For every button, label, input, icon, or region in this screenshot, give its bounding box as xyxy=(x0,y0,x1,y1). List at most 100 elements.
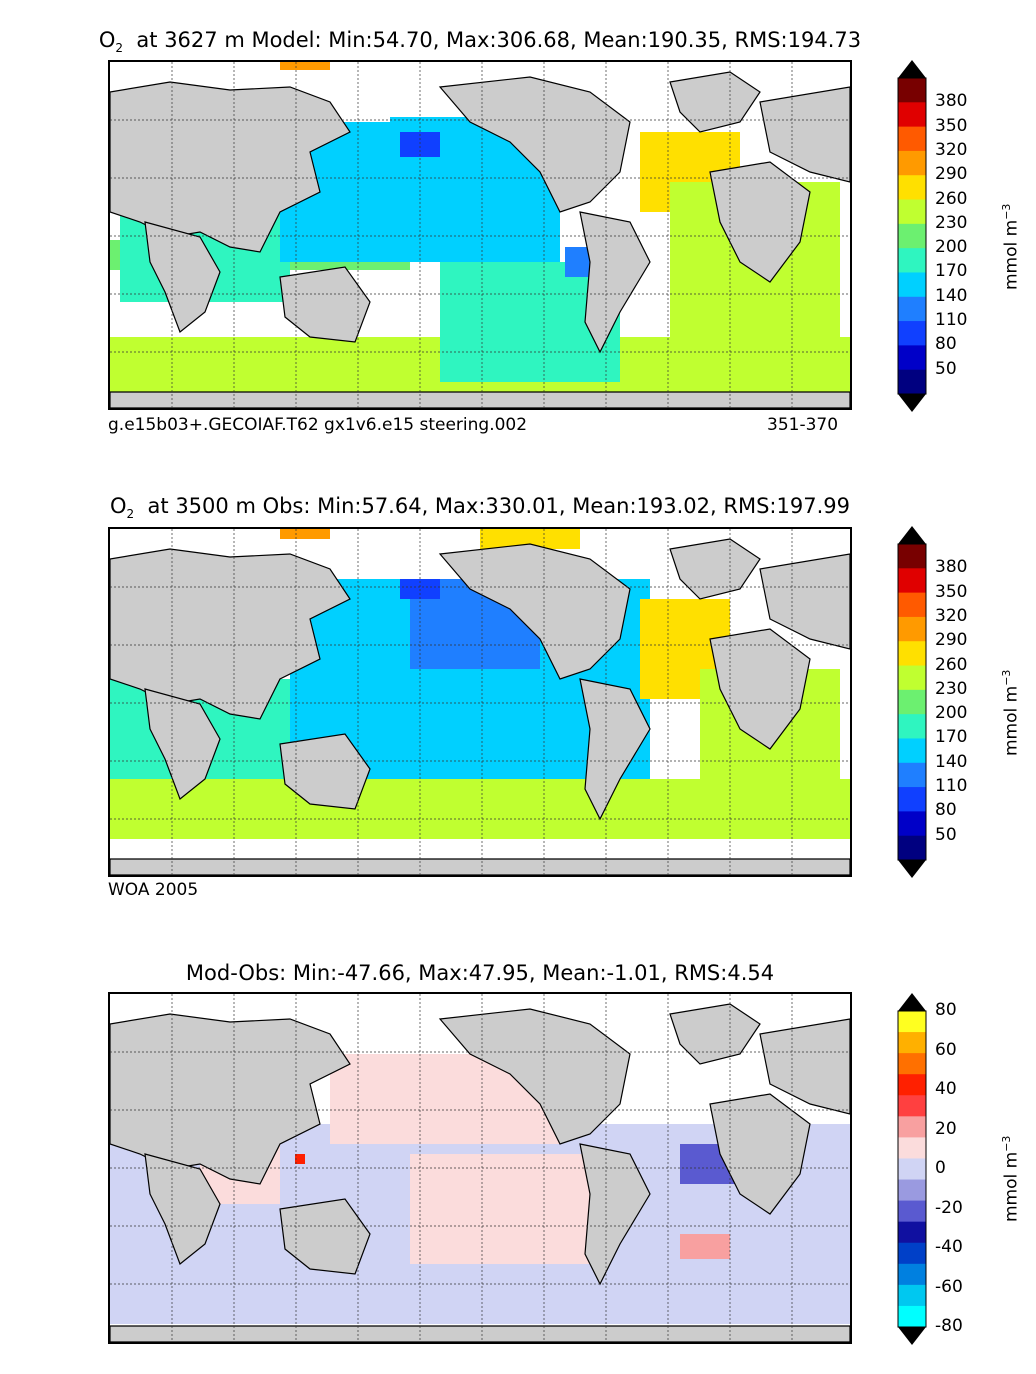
colorbar-tick-label: 50 xyxy=(935,358,957,379)
colorbar-segment xyxy=(898,665,926,691)
panel1-footer-left: g.e15b03+.GECOIAF.T62 gx1v6.e15 steering… xyxy=(108,415,528,435)
colorbar-tick-label: 80 xyxy=(935,800,957,821)
panel3-title: Mod-Obs: Min:-47.66, Max:47.95, Mean:-1.… xyxy=(185,961,775,985)
colorbar-segment xyxy=(898,1179,926,1202)
colorbar-segment xyxy=(898,714,926,739)
colorbar-segment xyxy=(898,689,926,715)
colorbar-tick-label: 350 xyxy=(935,581,968,602)
colorbar-tick-label: 290 xyxy=(935,630,968,651)
colorbar-segment xyxy=(898,126,926,152)
panel2-colorbar-svg xyxy=(897,526,927,878)
colorbar-segment xyxy=(898,1263,926,1286)
colorbar-segment xyxy=(898,296,926,322)
panel3-map xyxy=(108,992,852,1344)
colorbar-tick-label: 230 xyxy=(935,212,968,233)
panel3-colorbar-svg xyxy=(897,993,927,1345)
colorbar-segment xyxy=(898,1158,926,1181)
colorbar-tick-label: 40 xyxy=(935,1079,957,1099)
colorbar-segment xyxy=(898,1011,926,1033)
colorbar-segment xyxy=(898,78,926,103)
colorbar-tick-label: 60 xyxy=(935,1039,957,1060)
map-gridlines xyxy=(110,529,850,875)
panel2-footer-left: WOA 2005 xyxy=(108,880,199,900)
colorbar-tick-label: -40 xyxy=(935,1237,963,1257)
colorbar-extend-min xyxy=(898,1327,926,1345)
colorbar-segment xyxy=(898,1053,926,1075)
australia-land xyxy=(279,266,371,343)
colorbar-tick-label: 80 xyxy=(935,334,957,355)
colorbar-segment xyxy=(898,1242,926,1265)
colorbar-tick-label: 200 xyxy=(935,703,968,724)
panel1-colorbar xyxy=(897,60,927,416)
colorbar-segment xyxy=(898,1032,926,1054)
colorbar-tick-label: 110 xyxy=(935,776,968,797)
colorbar-segment xyxy=(898,321,926,346)
panel1-footer-right: 351-370 xyxy=(767,415,839,435)
colorbar-extend-min xyxy=(898,860,926,878)
colorbar-segment xyxy=(898,223,926,249)
colorbar-tick-label: 140 xyxy=(935,285,968,306)
colorbar-extend-min xyxy=(898,394,926,412)
panel1-colorbar-svg xyxy=(897,60,927,412)
colorbar-extend-max xyxy=(898,526,926,544)
south-atlantic-positive xyxy=(680,1234,730,1259)
colorbar-extend-max xyxy=(898,993,926,1011)
colorbar-segment xyxy=(898,1284,926,1307)
colorbar-segment xyxy=(898,199,926,225)
panel1-map xyxy=(108,60,852,410)
colorbar-segment xyxy=(898,1074,926,1096)
colorbar-tick-label: 170 xyxy=(935,727,968,748)
antarctica-land xyxy=(110,391,850,408)
colorbar-tick-label: -80 xyxy=(935,1316,963,1336)
colorbar-segment xyxy=(898,592,926,618)
arctic-orange xyxy=(280,529,330,539)
colorbar-tick-label: -20 xyxy=(935,1197,963,1218)
colorbar-tick-label: 20 xyxy=(935,1118,957,1139)
colorbar-segment xyxy=(898,544,926,569)
panel3-colorbar xyxy=(897,993,927,1349)
colorbar-tick-label: 350 xyxy=(935,115,968,136)
colorbar-tick-label: 320 xyxy=(935,139,968,160)
continents xyxy=(110,538,850,875)
colorbar-tick-label: 290 xyxy=(935,164,968,185)
south-america-land xyxy=(579,211,651,354)
colorbar-segment xyxy=(898,568,926,594)
colorbar-segment xyxy=(898,345,926,371)
colorbar-segment xyxy=(898,1221,926,1244)
arctic-yellow xyxy=(480,529,580,549)
colorbar-segment xyxy=(898,835,926,861)
continents xyxy=(110,1003,850,1342)
colorbar-segment xyxy=(898,272,926,298)
colorbar-segment xyxy=(898,738,926,764)
map-gridlines xyxy=(110,62,850,408)
colorbar-tick-label: 200 xyxy=(935,237,968,258)
colorbar-tick-label: 320 xyxy=(935,605,968,626)
panel1-title: O2 at 3627 m Model: Min:54.70, Max:306.6… xyxy=(98,28,862,56)
europe-asia-east-land xyxy=(759,86,850,183)
colorbar-frame xyxy=(897,543,927,861)
colorbar-segment xyxy=(898,102,926,128)
colorbar-segment xyxy=(898,1095,926,1117)
panel2-colorbar-unit: mmol m−3 xyxy=(1000,669,1022,756)
colorbar-tick-label: 260 xyxy=(935,188,968,209)
colorbar-extend-max xyxy=(898,60,926,78)
colorbar-tick-label: 260 xyxy=(935,654,968,675)
colorbar-segment xyxy=(898,1200,926,1223)
panel2-title: O2 at 3500 m Obs: Min:57.64, Max:330.01,… xyxy=(110,494,850,522)
colorbar-tick-label: 380 xyxy=(935,91,968,112)
panel1-colorbar-unit: mmol m−3 xyxy=(1000,203,1022,290)
colorbar-segment xyxy=(898,1305,926,1328)
continents xyxy=(110,71,850,408)
colorbar-tick-label: 110 xyxy=(935,310,968,331)
africa-land xyxy=(144,221,221,333)
colorbar-tick-label: 170 xyxy=(935,261,968,282)
colorbar-segment xyxy=(898,248,926,273)
colorbar-segment xyxy=(898,811,926,837)
panel2-colorbar xyxy=(897,526,927,882)
colorbar-segment xyxy=(898,150,926,176)
colorbar-segment xyxy=(898,175,926,201)
colorbar-tick-label: 140 xyxy=(935,751,968,772)
colorbar-segment xyxy=(898,369,926,395)
indonesia-red-spot xyxy=(295,1154,305,1164)
colorbar-segment xyxy=(898,641,926,667)
